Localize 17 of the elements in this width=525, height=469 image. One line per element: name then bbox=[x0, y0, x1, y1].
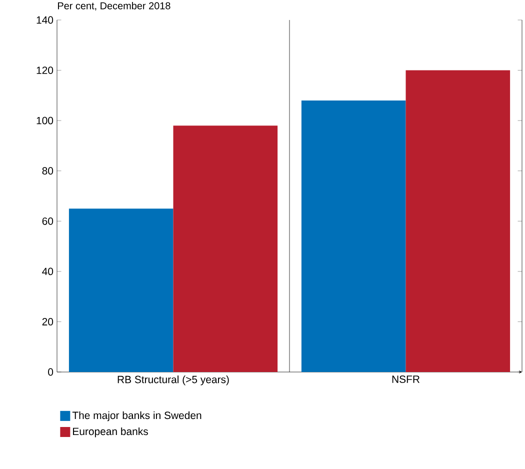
y-tick-label: 60 bbox=[42, 217, 54, 225]
chart-title: Per cent, December 2018 bbox=[58, 2, 170, 11]
y-tick-label: 140 bbox=[36, 16, 54, 24]
legend-label: The major banks in Sweden bbox=[72, 411, 202, 422]
y-tick-label: 0 bbox=[48, 368, 54, 376]
y-tick-label: 20 bbox=[42, 318, 54, 326]
y-tick-label: 40 bbox=[42, 268, 54, 276]
bar bbox=[173, 126, 278, 372]
y-tick-label: 80 bbox=[42, 167, 54, 175]
x-tick-label: NSFR bbox=[392, 376, 420, 383]
bar bbox=[406, 70, 510, 372]
y-tick-label: 100 bbox=[36, 116, 54, 124]
legend-label: European banks bbox=[73, 427, 148, 438]
bar bbox=[301, 100, 406, 372]
x-tick-label: RB Structural (>5 years) bbox=[118, 376, 229, 386]
bar bbox=[68, 208, 174, 372]
y-tick-label: 120 bbox=[36, 66, 54, 74]
